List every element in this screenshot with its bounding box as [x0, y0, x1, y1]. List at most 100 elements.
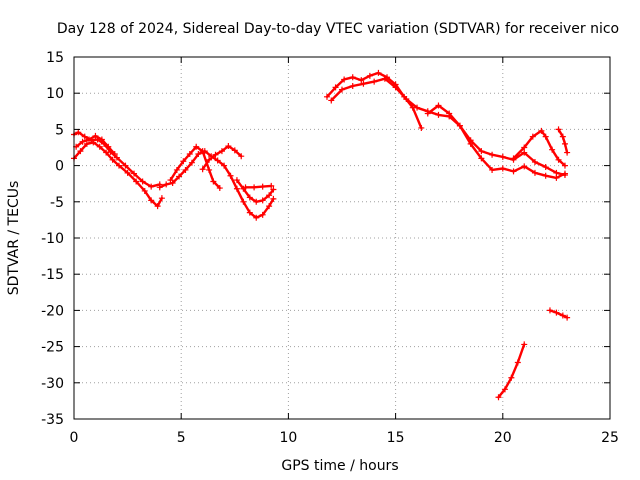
data-point: [542, 172, 549, 179]
data-point: [124, 169, 131, 176]
data-point: [131, 170, 138, 177]
data-point: [113, 154, 120, 161]
data-point: [253, 214, 260, 221]
data-point: [349, 82, 356, 89]
data-point: [549, 146, 556, 153]
y-tick-label: -15: [41, 267, 64, 283]
data-point: [521, 144, 528, 151]
y-tick-label: -30: [41, 376, 64, 392]
y-tick-label: -20: [41, 303, 64, 319]
data-point: [553, 169, 560, 176]
series-track-7: [233, 177, 277, 205]
data-point: [521, 149, 528, 156]
data-point: [375, 69, 382, 76]
series-track-6: [199, 143, 245, 173]
data-point: [266, 192, 273, 199]
data-point: [212, 151, 219, 158]
data-point: [339, 86, 345, 93]
data-point: [199, 166, 206, 173]
series-track-3: [73, 132, 118, 158]
data-point: [478, 155, 485, 162]
data-point: [392, 84, 399, 91]
data-point: [414, 104, 421, 111]
x-tick-label: 20: [494, 430, 512, 446]
data-point: [510, 168, 517, 175]
data-point: [424, 110, 431, 117]
data-point: [122, 162, 129, 169]
data-point: [86, 136, 93, 143]
data-point: [182, 166, 189, 173]
data-point: [98, 136, 105, 143]
data-point: [167, 177, 174, 184]
data-point: [270, 186, 277, 193]
series-track-1: [71, 139, 165, 210]
data-point: [251, 184, 258, 191]
series-line: [512, 129, 567, 167]
series-track-13: [555, 126, 571, 156]
data-point: [79, 138, 86, 145]
data-point: [561, 140, 568, 147]
data-point: [531, 169, 538, 176]
data-point: [514, 359, 521, 366]
data-point: [521, 163, 528, 170]
data-point: [332, 84, 339, 91]
data-point: [75, 129, 82, 136]
data-point: [116, 162, 123, 169]
data-point: [77, 148, 84, 155]
series-track-10: [328, 75, 568, 179]
y-tick-label: 15: [46, 50, 64, 66]
data-point: [193, 143, 200, 150]
data-point: [210, 178, 217, 185]
data-point: [478, 148, 485, 155]
data-point: [148, 197, 155, 204]
data-point: [103, 149, 110, 156]
data-point: [266, 203, 273, 210]
data-point: [231, 147, 238, 154]
series-track-14: [495, 341, 528, 401]
data-point: [559, 312, 566, 319]
x-axis-ticks: 0 5 10 15 20 25: [70, 57, 619, 446]
data-point: [349, 74, 356, 81]
data-point: [141, 187, 148, 194]
data-point: [259, 197, 266, 204]
series-line: [557, 128, 569, 154]
data-point: [553, 174, 560, 181]
data-point: [564, 314, 571, 321]
data-point: [555, 126, 562, 133]
data-point: [148, 183, 155, 190]
data-point: [173, 166, 180, 173]
y-tick-label: -25: [41, 340, 64, 356]
data-point: [435, 102, 442, 109]
data-point: [92, 132, 99, 139]
data-tracks: [71, 69, 571, 401]
series-line: [244, 184, 273, 189]
data-point: [176, 173, 183, 180]
data-point: [242, 184, 249, 191]
data-point: [529, 133, 536, 140]
data-point: [206, 156, 213, 163]
data-point: [538, 127, 545, 134]
data-point: [531, 158, 538, 165]
x-tick-label: 25: [601, 430, 619, 446]
data-point: [233, 185, 240, 192]
data-point: [253, 198, 260, 205]
data-point: [499, 153, 506, 160]
data-point: [521, 341, 528, 348]
data-point: [510, 155, 517, 162]
data-point: [381, 75, 388, 82]
series-track-8: [242, 182, 275, 191]
data-point: [341, 76, 348, 83]
data-point: [221, 162, 228, 169]
data-point: [542, 133, 549, 140]
data-point: [96, 143, 103, 150]
series-track-12: [510, 127, 568, 169]
data-point: [216, 185, 223, 192]
y-tick-label: -10: [41, 231, 64, 247]
data-point: [495, 394, 502, 401]
data-point: [139, 178, 146, 185]
data-point: [561, 170, 568, 177]
data-point: [81, 133, 88, 140]
data-point: [268, 182, 275, 189]
data-point: [358, 77, 365, 84]
